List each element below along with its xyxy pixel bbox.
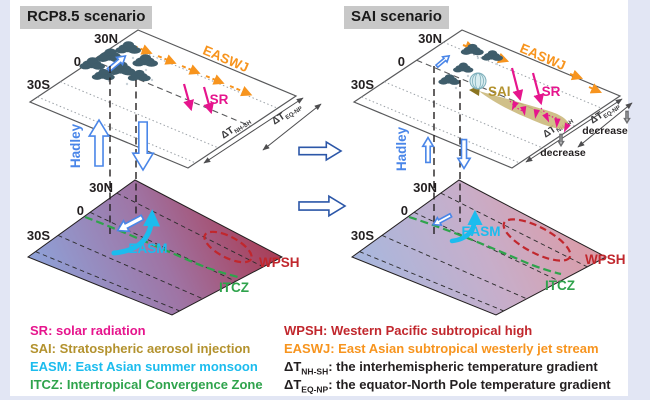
wpsh-label: WPSH bbox=[585, 252, 626, 267]
precip-speckles bbox=[454, 56, 499, 90]
hadley-label: Hadley bbox=[394, 126, 409, 171]
itcz-label: ITCZ bbox=[545, 278, 575, 293]
legend-item: SAI: Stratospheric aerosol injection bbox=[30, 341, 251, 356]
itcz-line bbox=[84, 215, 239, 279]
lat-eq-label: 0 bbox=[74, 54, 81, 69]
solar-radiation-scattered: SR bbox=[508, 67, 571, 134]
cloud-cluster bbox=[438, 43, 504, 90]
scenario-transition-arrows bbox=[298, 141, 346, 217]
sai-panel: 30N 0 30S ΔTNH-SH ΔTEQ-NP decrease decre… bbox=[351, 29, 633, 316]
easm-monsoon: EASM bbox=[111, 209, 168, 256]
legend-item: ITCZ: Intertropical Convergence Zone bbox=[30, 377, 263, 392]
itcz-line bbox=[408, 215, 562, 276]
hadley-up-arrow bbox=[422, 137, 434, 163]
sai-title: SAI scenario bbox=[344, 6, 449, 29]
itcz-label: ITCZ bbox=[219, 280, 249, 295]
wpsh-ellipse bbox=[502, 218, 572, 262]
easwj-jet-arrows bbox=[133, 44, 253, 97]
right-arrow-icon bbox=[298, 195, 346, 217]
lat-30s-label: 30S bbox=[351, 77, 374, 92]
lat-30s-label: 30S bbox=[27, 228, 50, 243]
hadley-cell: Hadley bbox=[68, 66, 155, 236]
lat-30s-label: 30S bbox=[351, 228, 374, 243]
rcp85-title: RCP8.5 scenario bbox=[20, 6, 153, 29]
legend-item: SR: solar radiation bbox=[30, 323, 146, 338]
legend-item: WPSH: Western Pacific subtropical high bbox=[284, 323, 533, 338]
easm-label: EASM bbox=[461, 224, 500, 239]
legend-item: EASWJ: East Asian subtropical westerly j… bbox=[284, 341, 599, 356]
rcp85-panel: 30N 0 30S ΔTNH-SH ΔTEQ-NP EASWJ bbox=[27, 29, 322, 316]
decrease-down-arrow bbox=[624, 111, 630, 123]
easm-monsoon: EASM bbox=[430, 209, 501, 244]
lat-eq-label: 0 bbox=[77, 203, 84, 218]
lat-30s-label: 30S bbox=[27, 77, 50, 92]
legend-column-right: WPSH: Western Pacific subtropical high E… bbox=[284, 322, 611, 394]
legend-column-left: SR: solar radiation SAI: Stratospheric a… bbox=[30, 322, 263, 394]
lat-eq-label: 0 bbox=[398, 54, 405, 69]
sai-label: SAI bbox=[488, 84, 511, 99]
legend-item: ΔTEQ-NP: the equator-North Pole temperat… bbox=[284, 377, 611, 395]
surface-latitude-lines bbox=[35, 192, 264, 312]
lat-30n-label: 30N bbox=[89, 180, 113, 195]
lat-30n-label: 30N bbox=[413, 180, 437, 195]
lat-30n-label: 30N bbox=[94, 31, 118, 46]
lat-eq-label: 0 bbox=[401, 203, 408, 218]
solar-radiation-arrows bbox=[182, 83, 214, 115]
hadley-cell: Hadley bbox=[394, 66, 471, 235]
sr-label: SR bbox=[542, 84, 561, 99]
right-arrow-icon bbox=[298, 141, 342, 161]
rcp85-surface-plane: 30N 0 30S bbox=[27, 179, 284, 316]
sr-label: SR bbox=[210, 92, 229, 107]
hadley-label: Hadley bbox=[68, 123, 83, 168]
wpsh-label: WPSH bbox=[259, 255, 300, 270]
decrease-label: decrease bbox=[540, 147, 586, 159]
legend-item: EASM: East Asian summer monsoon bbox=[30, 359, 258, 374]
lat-30n-label: 30N bbox=[418, 31, 442, 46]
easm-label: EASM bbox=[128, 241, 167, 256]
legend-item: ΔTNH-SH: the interhemispheric temperatur… bbox=[284, 359, 598, 377]
decrease-label: decrease bbox=[582, 125, 628, 137]
balloon-gores bbox=[472, 72, 484, 90]
decrease-down-arrow bbox=[558, 134, 564, 146]
